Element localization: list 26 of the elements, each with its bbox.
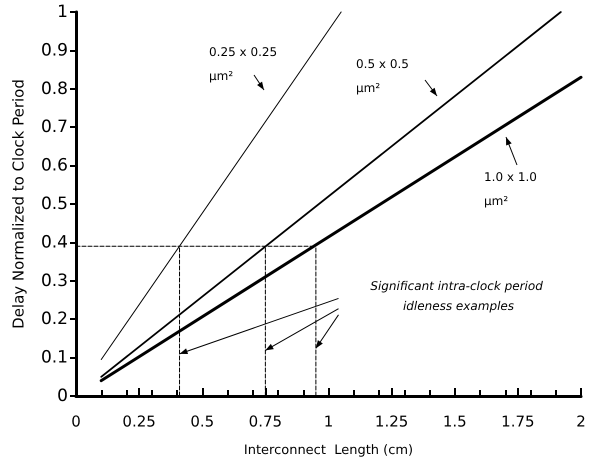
y-tick-label: 0.6: [40, 156, 68, 176]
y-tick-label: 0.3: [40, 270, 68, 291]
x-tick-label: 2: [576, 412, 586, 430]
x-axis-title: Interconnect Length (cm): [244, 443, 414, 458]
y-tick-label: 0.8: [40, 78, 68, 99]
y-tick-label: 0: [57, 386, 68, 406]
x-tick-label: 1.25: [374, 412, 408, 430]
annotation: 1.0 x 1.0 µm²: [484, 170, 537, 208]
y-tick-label: 0.4: [40, 232, 68, 252]
annotation: 0.25 x 0.25 µm²: [209, 45, 278, 83]
y-tick-label: 0.2: [40, 309, 68, 330]
y-tick-label: 0.5: [40, 194, 68, 214]
x-tick-label: 0.5: [190, 412, 214, 430]
x-tick-label: 1: [324, 412, 334, 430]
x-tick-label: 0.75: [248, 412, 282, 430]
y-tick-label: 0.1: [40, 348, 68, 368]
y-tick-label: 0.7: [40, 117, 68, 138]
x-tick-label: 1.5: [442, 412, 467, 430]
x-tick-label: 0.25: [122, 412, 156, 430]
x-tick-label: 0: [71, 412, 81, 430]
x-tick-label: 1.75: [501, 412, 535, 430]
y-tick-label: 0.9: [40, 40, 68, 60]
y-axis-title: Delay Normalized to Clock Period: [10, 79, 28, 329]
annotation: 0.5 x 0.5 µm²: [356, 57, 409, 95]
annotation: Significant intra-clock period idleness examples: [370, 279, 547, 313]
y-tick-label: 1: [57, 2, 68, 22]
